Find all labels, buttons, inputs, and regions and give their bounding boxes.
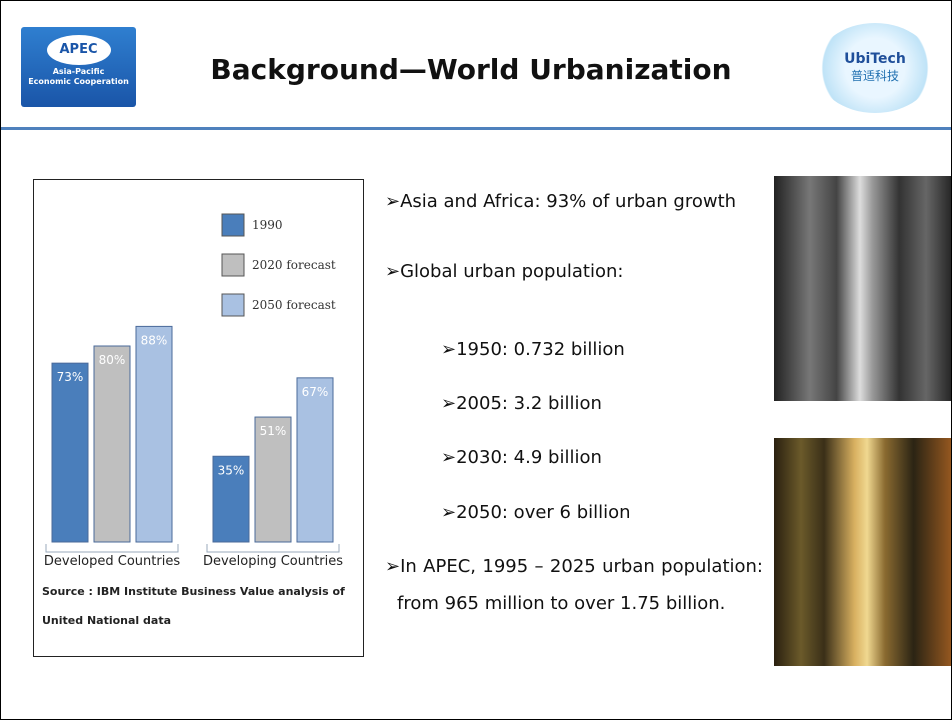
source-note: United National data	[42, 614, 171, 627]
bullet: ➢In APEC, 1995 – 2025 urban population: …	[385, 548, 763, 622]
logo-subtitle: 普适科技	[816, 67, 934, 84]
bar	[136, 326, 172, 542]
value-label: 80%	[99, 353, 126, 367]
ubitech-logo: UbiTech 普适科技	[816, 23, 934, 113]
apec-logo: APEC Asia-Pacific Economic Cooperation	[21, 27, 136, 107]
legend-label: 2020 forecast	[252, 258, 336, 272]
bar	[94, 346, 130, 542]
slide: APEC Asia-Pacific Economic Cooperation B…	[0, 0, 952, 720]
header-rule	[1, 127, 952, 130]
bar	[297, 378, 333, 542]
axis-bracket	[46, 544, 178, 552]
chart: 1990 73% 35% 2020 forecast 80% 51% 2050 foreca…	[34, 180, 363, 656]
logo-line: Economic Cooperation	[21, 77, 136, 87]
chart-box: 1990 73% 35% 2020 forecast 80% 51% 2050 foreca…	[33, 179, 364, 657]
value-label: 35%	[218, 463, 245, 477]
logo-line: Asia-Pacific	[21, 67, 136, 77]
bullet: ➢Global urban population:	[385, 253, 765, 290]
source-note: Source : IBM Institute Business Value an…	[42, 585, 345, 598]
bullet: ➢Asia and Africa: 93% of urban growth	[385, 183, 765, 220]
value-label: 67%	[302, 385, 329, 399]
value-label: 88%	[141, 333, 168, 347]
bar	[52, 363, 88, 542]
slide-title: Background—World Urbanization	[151, 53, 791, 86]
bullet: ➢1950: 0.732 billion	[441, 331, 763, 368]
bullet: ➢2005: 3.2 billion	[441, 385, 763, 422]
value-label: 73%	[57, 370, 84, 384]
value-label: 51%	[260, 424, 287, 438]
photo-alley	[774, 176, 952, 401]
legend-swatch	[222, 214, 244, 236]
legend-swatch	[222, 294, 244, 316]
logo-name: UbiTech	[816, 51, 934, 67]
legend-label: 2050 forecast	[252, 298, 336, 312]
category-label: Developing Countries	[203, 554, 343, 569]
bullet: ➢2050: over 6 billion	[441, 494, 763, 531]
legend-swatch	[222, 254, 244, 276]
photo-city	[774, 438, 952, 666]
logo-name: APEC	[47, 35, 111, 65]
legend-label: 1990	[252, 218, 283, 232]
category-label: Developed Countries	[44, 554, 180, 569]
axis-bracket	[207, 544, 339, 552]
bullet: ➢2030: 4.9 billion	[441, 439, 763, 476]
